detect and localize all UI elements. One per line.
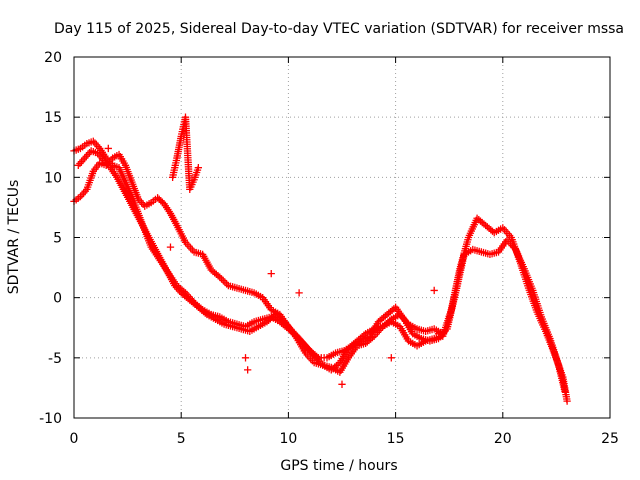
- y-tick-label: 0: [53, 291, 62, 307]
- x-axis-label: GPS time / hours: [280, 458, 397, 474]
- x-tick-label: 15: [387, 431, 405, 447]
- scatter-outliers-point: [166, 243, 175, 251]
- scatter-outliers-point: [434, 330, 443, 338]
- axis-ticks: 0 5 10 15 20 25 -10 -5 0 5 10 15 20: [39, 50, 619, 447]
- chart-title: Day 115 of 2025, Sidereal Day-to-day VTE…: [54, 21, 624, 37]
- x-tick-label: 5: [177, 431, 186, 447]
- y-tick-label: -10: [39, 411, 62, 427]
- scatter-outliers-point: [387, 354, 395, 362]
- scatter-outliers-point: [241, 354, 250, 362]
- scatter-outliers-point: [244, 366, 252, 374]
- y-tick-label: 10: [44, 170, 62, 186]
- x-tick-label: 0: [70, 431, 79, 447]
- scatter-outliers-point: [338, 380, 346, 388]
- scatter-outliers-point: [295, 289, 303, 297]
- data-points: [70, 113, 571, 405]
- y-tick-label: -5: [48, 351, 62, 367]
- y-tick-label: 5: [53, 231, 62, 247]
- track-4-point: [194, 164, 203, 172]
- scatter-outliers-point: [430, 286, 438, 295]
- y-tick-label: 20: [44, 50, 62, 66]
- y-axis-label: SDTVAR / TECUs: [6, 180, 22, 295]
- x-tick-label: 25: [601, 431, 619, 447]
- x-tick-label: 10: [279, 431, 297, 447]
- x-tick-label: 20: [494, 431, 512, 447]
- y-tick-label: 15: [44, 110, 62, 126]
- scatter-outliers-point: [267, 269, 275, 278]
- track-3-point: [561, 387, 569, 396]
- track-2-point: [563, 397, 571, 405]
- scatter-outliers-point: [104, 144, 112, 153]
